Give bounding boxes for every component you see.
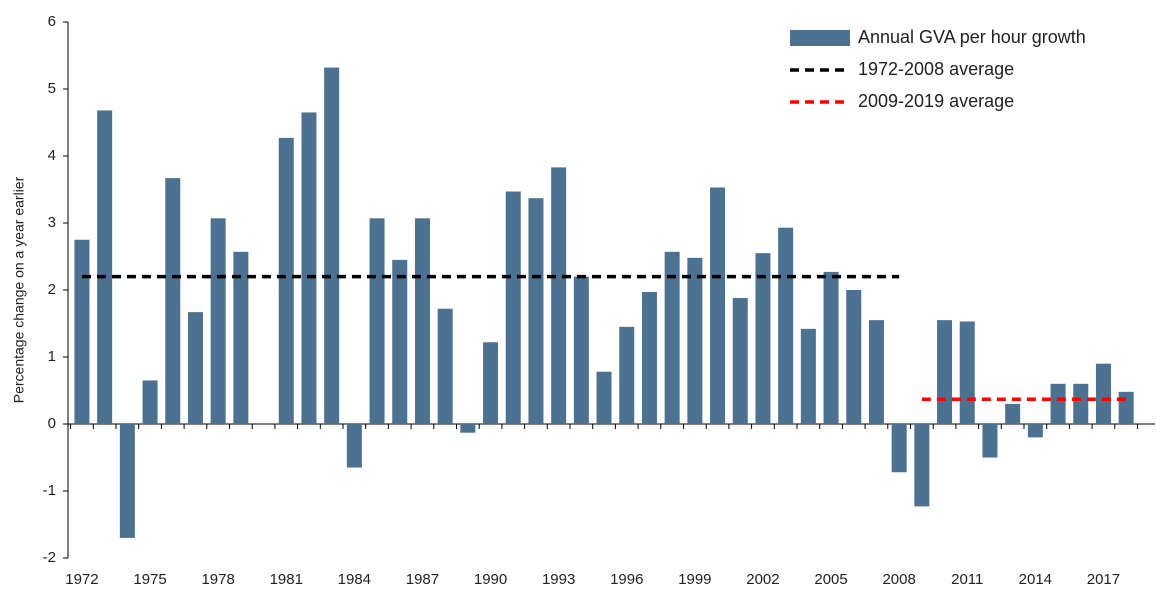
x-tick-label: 1990 [474,571,507,588]
bar [369,218,385,424]
x-tick-label: 1975 [133,571,166,588]
bar [1118,391,1134,424]
x-tick-label: 1993 [542,571,575,588]
bar [142,380,158,424]
bar [210,218,226,424]
x-tick-label: 2008 [882,571,915,588]
bar [982,424,998,458]
y-tick-label: 4 [48,147,56,164]
legend-label: Annual GVA per hour growth [858,27,1086,47]
bar [301,112,317,424]
bar [800,328,816,424]
x-tick-label: 1978 [201,571,234,588]
bar [1050,383,1066,424]
x-tick-label: 2017 [1087,571,1120,588]
bar [732,298,748,424]
bar [460,424,476,433]
bar [528,198,544,424]
bar [710,187,726,424]
bar [165,178,181,424]
bar [1005,403,1021,424]
y-tick-label: 2 [48,281,56,298]
y-tick-label: 3 [48,214,56,231]
bar [74,239,90,424]
bar [414,218,430,424]
bar [687,257,703,424]
x-tick-label: 2014 [1019,571,1052,588]
legend-label: 1972-2008 average [858,59,1014,79]
x-tick-label: 1972 [65,571,98,588]
bar [483,342,499,424]
bar [187,312,203,424]
bar [97,110,113,424]
bar [346,424,362,468]
legend-swatch [790,30,850,46]
bar [959,321,975,424]
x-tick-label: 1984 [338,571,371,588]
y-tick-label: 0 [48,415,56,432]
x-tick-label: 2005 [814,571,847,588]
y-tick-label: 6 [48,13,56,30]
y-tick-label: 5 [48,80,56,97]
bar [664,251,680,424]
y-tick-label: 1 [48,348,56,365]
bar [868,320,884,424]
y-axis-title: Percentage change on a year earlier [11,176,27,403]
bar [778,227,794,424]
bar [846,290,862,424]
bar [596,371,612,424]
y-tick-label: -1 [43,482,56,499]
bar [641,292,657,424]
bar [823,271,839,424]
bar [937,320,953,424]
bar [278,137,294,424]
bar [233,251,249,424]
bar [119,424,135,538]
bar [755,253,771,424]
bar [1027,424,1043,438]
bar [573,276,589,424]
x-tick-label: 1987 [406,571,439,588]
bar [1095,363,1111,424]
bar [1073,383,1089,424]
x-tick-label: 1996 [610,571,643,588]
legend-label: 2009-2019 average [858,91,1014,111]
bar [619,326,635,424]
bar [392,259,408,424]
x-tick-label: 2002 [746,571,779,588]
x-tick-label: 2011 [951,571,983,588]
bar [437,308,453,424]
x-tick-label: 1981 [270,571,303,588]
bar [505,191,521,424]
y-tick-label: -2 [43,549,56,566]
bar [551,167,567,424]
bar [914,424,930,507]
bar [324,67,340,424]
x-tick-label: 1999 [678,571,711,588]
bar [891,424,907,473]
